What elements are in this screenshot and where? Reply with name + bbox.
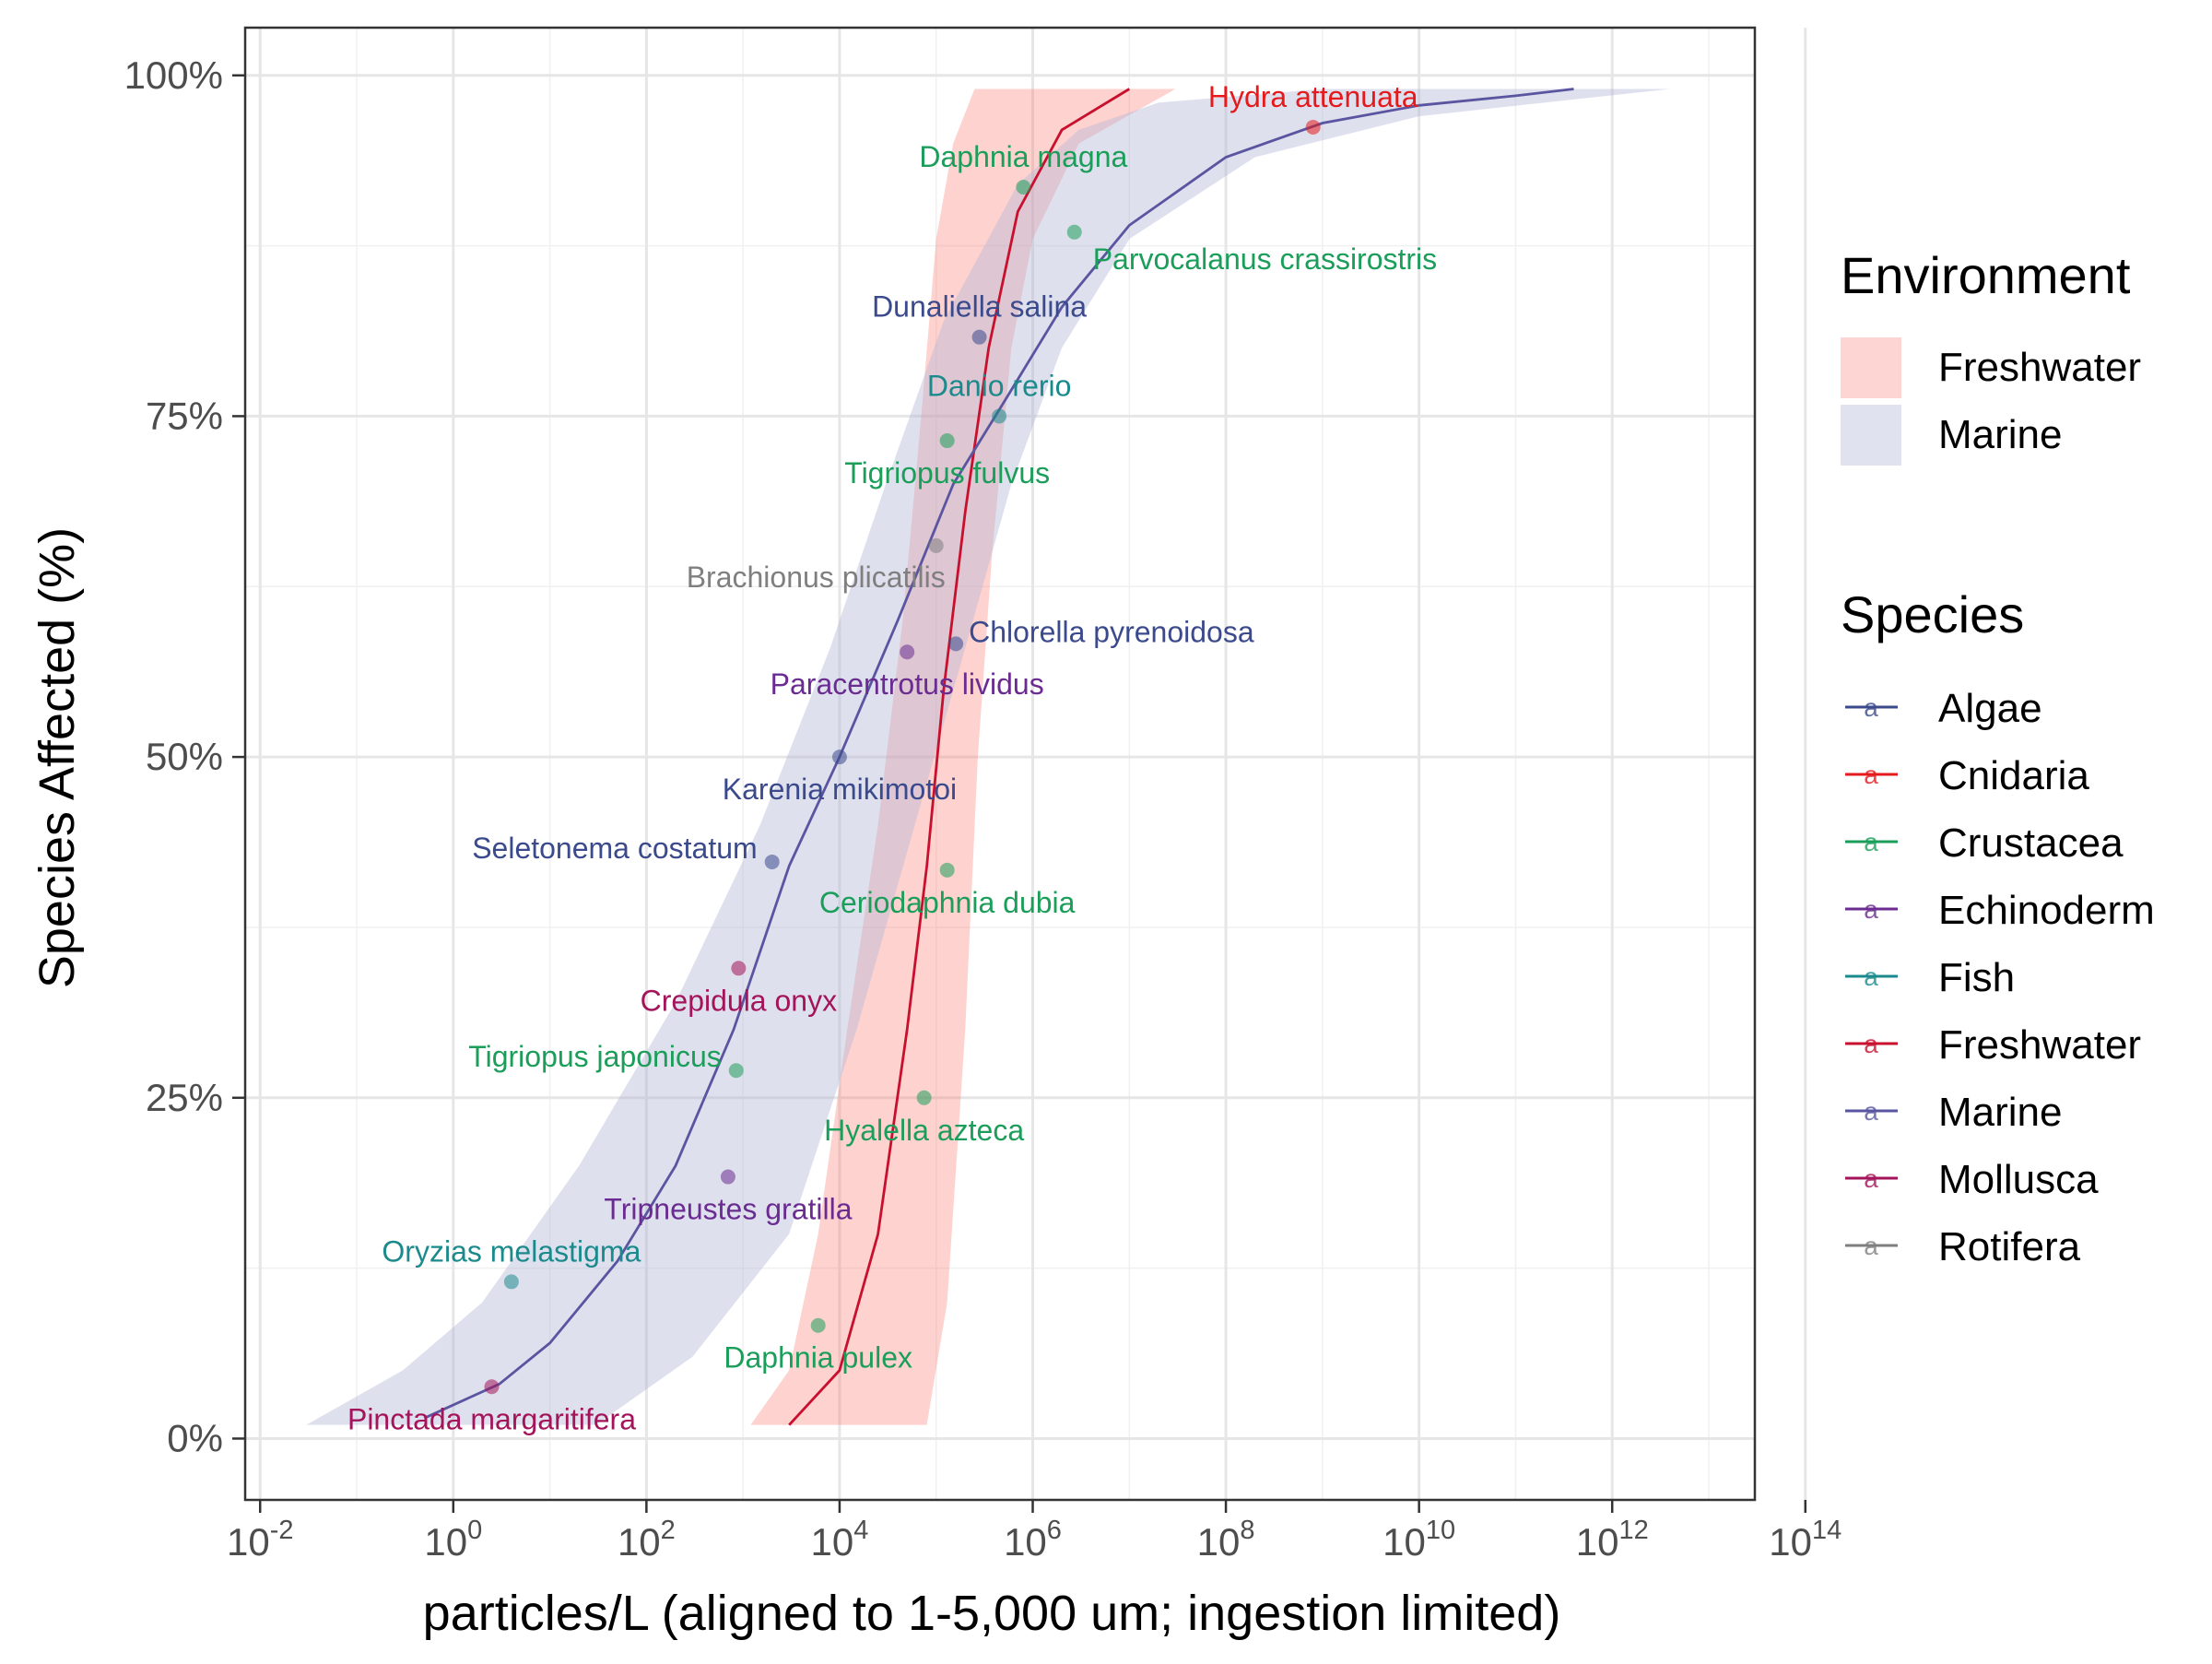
x-tick-label: 10-2 [227,1516,294,1564]
point-label: Pinctada margaritifera [347,1402,636,1435]
legend-label-species: Marine [1938,1090,2063,1135]
point-label: Tripneustes gratilla [604,1193,852,1226]
data-point [764,854,780,869]
data-point [971,329,987,345]
data-point [1305,119,1321,135]
legend-label-environment: Freshwater [1938,345,2141,390]
legend-title-environment: Environment [1841,246,2131,304]
band-freshwater [750,89,1176,1425]
legend-key-glyph: a [1864,761,1878,789]
y-tick-label: 75% [146,394,223,437]
point-label: Oryzias melastigma [382,1234,641,1268]
point-label: Brachionus plicatilis [687,561,946,594]
point-label: Ceriodaphnia dubia [819,886,1076,919]
x-tick-label: 106 [1004,1516,1062,1564]
point-label: Daphnia magna [919,140,1127,173]
x-tick-label: 102 [618,1516,676,1564]
legend-label-species: Algae [1938,686,2042,731]
point-label: Crepidula onyx [641,984,837,1017]
point-label: Tigriopus fulvus [844,456,1050,490]
legend-label-species: Echinoderm [1938,888,2155,933]
data-point [928,537,944,553]
legend-key-glyph: a [1864,1030,1878,1058]
x-axis-title: particles/L (aligned to 1-5,000 um; inge… [423,1586,1561,1641]
point-label: Chlorella pyrenoidosa [969,615,1254,648]
label-layer: Hydra attenuata Daphnia magna Parvocalanus… [347,80,1437,1435]
point-label: Daphnia pulex [724,1341,912,1375]
curve-layer [423,88,1574,1426]
point-label: Dunaliella salina [872,290,1087,324]
point-layer [484,119,1321,1395]
data-point [728,1063,744,1079]
legend-label-species: Cnidaria [1938,753,2089,798]
point-label: Hydra attenuata [1208,80,1418,113]
band-layer [306,89,1671,1425]
x-tick-label: 1012 [1576,1516,1649,1564]
legend-label-species: Rotifera [1938,1224,2081,1269]
legend-label-species: Crustacea [1938,820,2124,866]
x-tick-label: 100 [424,1516,482,1564]
x-tick-label: 108 [1197,1516,1255,1564]
data-point [916,1090,932,1105]
point-label: Hyalella azteca [824,1114,1024,1147]
legend-key-glyph: a [1864,1232,1878,1260]
curve-freshwater [788,88,1131,1426]
band-marine [306,89,1671,1425]
data-point [731,961,747,976]
legend-layer: Environment Freshwater Marine Species a Algae… [1841,246,2155,1269]
data-point [948,636,964,652]
grid-layer [245,28,1807,1500]
point-label: Danio rerio [927,369,1072,402]
x-tick-label: 104 [811,1516,869,1564]
legend-key-glyph: a [1864,693,1878,722]
data-point [900,644,915,660]
data-point [720,1169,735,1185]
data-point [992,408,1007,424]
legend-key-glyph: a [1864,1164,1878,1193]
legend-label-species: Freshwater [1938,1022,2141,1068]
y-tick-label: 100% [124,53,223,97]
legend-title-species: Species [1841,585,2024,643]
axis-layer: 10-2 100 102 104 106 108 1010 1012 1014 0% 25% 50% 7… [124,53,1842,1564]
legend-key-glyph: a [1864,962,1878,991]
legend-key-glyph: a [1864,828,1878,856]
legend-key-glyph: a [1864,1097,1878,1126]
data-point [1066,224,1082,240]
data-point [503,1274,519,1290]
x-tick-label: 1014 [1769,1516,1841,1564]
data-point [831,749,847,765]
point-label: Seletonema costatum [472,832,758,865]
legend-key-glyph: a [1864,895,1878,924]
y-axis-title: Species Affected (%) [29,527,85,988]
data-point [810,1317,826,1333]
point-label: Karenia mikimotoi [723,773,957,806]
y-tick-label: 50% [146,735,223,778]
legend-label-environment: Marine [1938,412,2063,457]
legend-label-species: Fish [1938,955,2015,1000]
point-label: Tigriopus japonicus [468,1040,722,1073]
x-tick-label: 1010 [1382,1516,1455,1564]
y-tick-label: 0% [167,1416,223,1459]
legend-key-freshwater [1841,337,1901,398]
data-point [939,862,955,878]
y-tick-label: 25% [146,1076,223,1119]
data-point [939,433,955,449]
plot-panel-border [243,26,1757,1502]
point-label: Parvocalanus crassirostris [1093,242,1437,276]
curve-marine [423,88,1574,1420]
data-point [1016,180,1031,195]
data-point [484,1379,500,1395]
legend-label-species: Mollusca [1938,1157,2099,1202]
point-label: Paracentrotus lividus [771,667,1044,701]
legend-key-marine [1841,405,1901,466]
